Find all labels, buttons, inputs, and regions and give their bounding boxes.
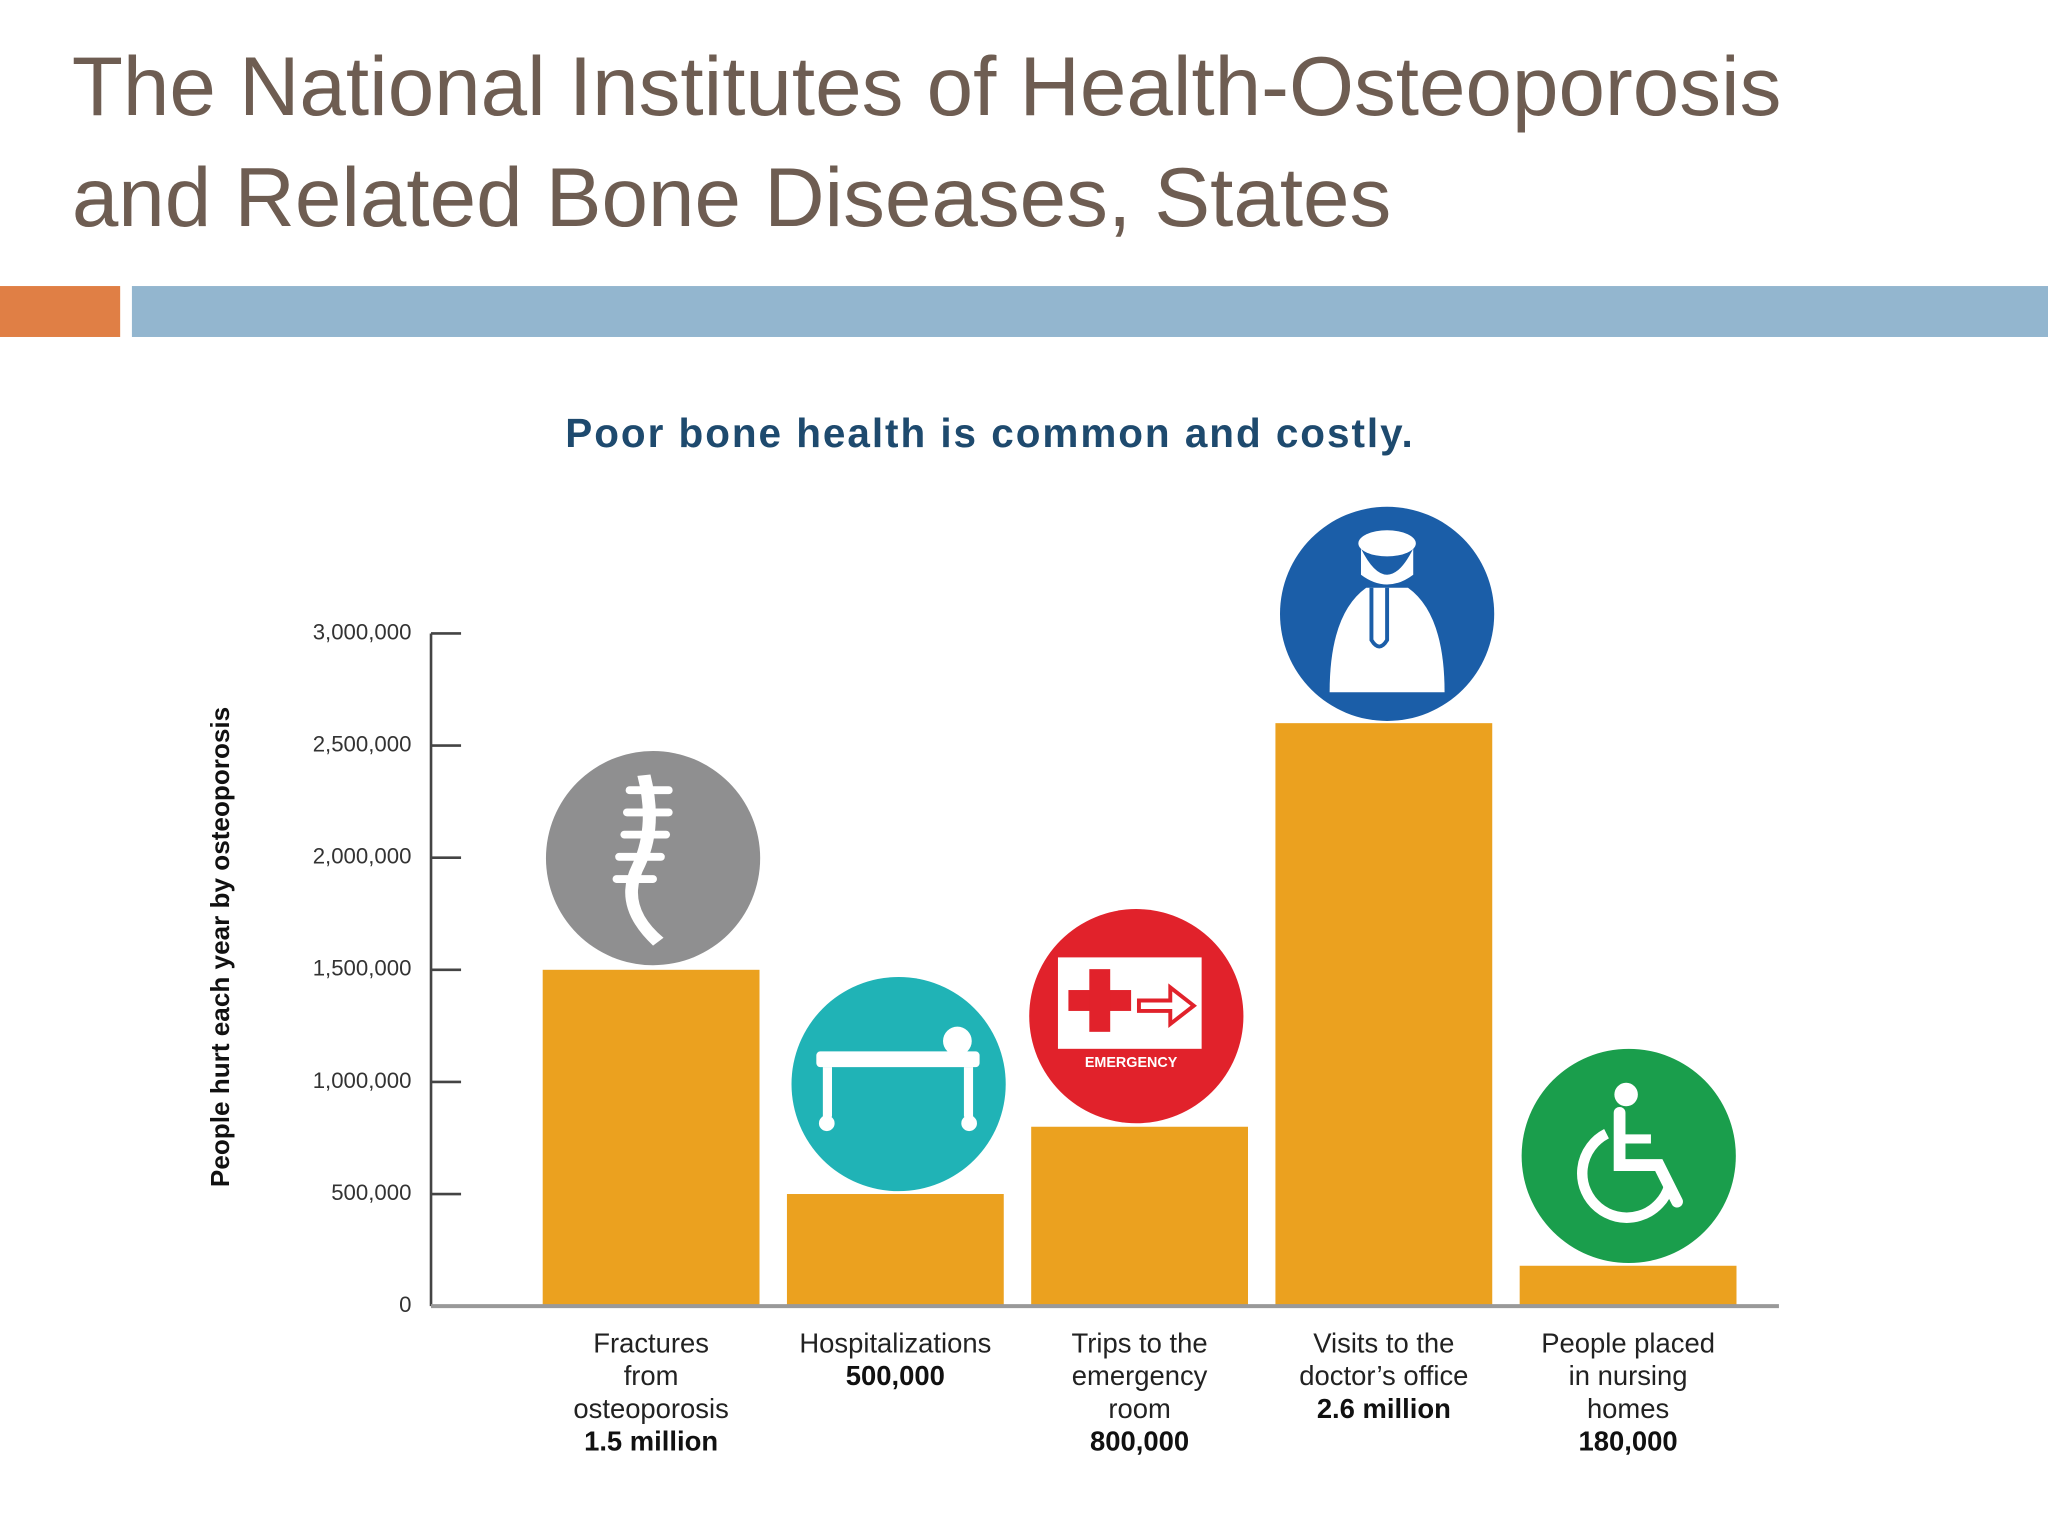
y-tick-label: 2,000,000 bbox=[313, 844, 412, 869]
bar bbox=[1519, 1265, 1737, 1307]
y-axis-label: People hurt each year by osteoporosis bbox=[205, 707, 235, 1187]
slide-title-line: and Related Bone Diseases, States bbox=[72, 150, 1392, 244]
value-label: 800,000 bbox=[1090, 1426, 1189, 1457]
bar bbox=[1031, 1126, 1248, 1307]
emergency-label: EMERGENCY bbox=[1085, 1055, 1178, 1071]
x-tick-label: People placed bbox=[1541, 1328, 1715, 1359]
bar bbox=[786, 1194, 1004, 1307]
accent-bar bbox=[0, 286, 121, 337]
value-label: 1.5 million bbox=[584, 1426, 718, 1457]
doctor-icon bbox=[1280, 506, 1495, 721]
x-tick-label: Visits to the bbox=[1313, 1328, 1454, 1359]
x-tick-label: homes bbox=[1587, 1393, 1669, 1424]
header-bar bbox=[131, 286, 2048, 337]
spine-icon bbox=[545, 751, 761, 966]
x-tick-label: osteoporosis bbox=[573, 1393, 728, 1424]
emergency-icon: EMERGENCY bbox=[1029, 909, 1244, 1124]
x-tick-label: Trips to the bbox=[1072, 1328, 1208, 1359]
x-tick-label: Fractures bbox=[593, 1328, 709, 1359]
bar bbox=[542, 969, 760, 1307]
chart-title: Poor bone health is common and costly. bbox=[565, 410, 1414, 456]
y-tick-label: 2,500,000 bbox=[313, 731, 412, 756]
y-tick-label: 500,000 bbox=[331, 1180, 411, 1205]
x-tick-label: doctor’s office bbox=[1299, 1360, 1468, 1391]
x-tick-label: emergency bbox=[1072, 1360, 1208, 1391]
value-label: 2.6 million bbox=[1317, 1393, 1451, 1424]
x-tick-label: Hospitalizations bbox=[799, 1328, 991, 1359]
bar bbox=[1275, 723, 1493, 1307]
slide-title-line: The National Institutes of Health-Osteop… bbox=[72, 39, 1782, 133]
bed-icon bbox=[791, 976, 1006, 1192]
value-label: 180,000 bbox=[1579, 1426, 1678, 1457]
y-tick-label: 0 bbox=[399, 1292, 411, 1317]
y-tick-label: 3,000,000 bbox=[313, 619, 412, 644]
x-tick-label: from bbox=[624, 1360, 679, 1391]
x-tick-label: room bbox=[1108, 1393, 1170, 1424]
y-tick-label: 1,500,000 bbox=[313, 956, 412, 981]
wheelchair-icon bbox=[1521, 1048, 1736, 1264]
value-label: 500,000 bbox=[846, 1360, 945, 1391]
y-tick-label: 1,000,000 bbox=[313, 1068, 412, 1093]
x-tick-label: in nursing bbox=[1569, 1360, 1688, 1391]
